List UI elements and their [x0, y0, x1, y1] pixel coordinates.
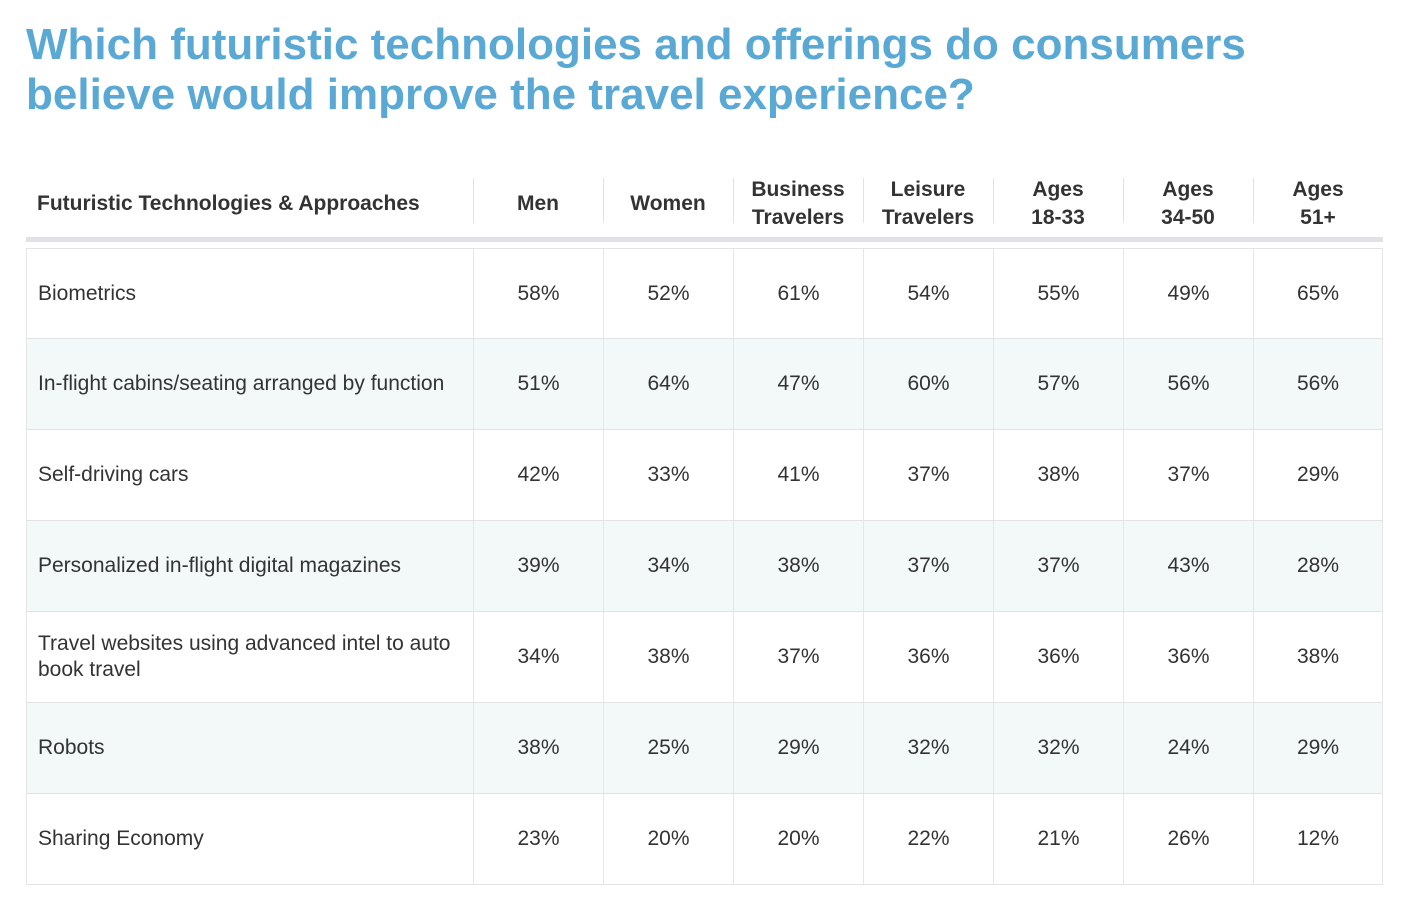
value-cell: 20% — [603, 794, 733, 885]
column-header: Ages 51+ — [1253, 166, 1383, 242]
column-header: Ages 34-50 — [1123, 166, 1253, 242]
table-grid: Futuristic Technologies & Approaches Men W… — [26, 166, 1383, 885]
value-cell: 29% — [1253, 703, 1383, 794]
column-header-text: Business Travelers — [751, 177, 845, 229]
row-label: Biometrics — [26, 248, 473, 339]
row-label: Robots — [26, 703, 473, 794]
value-cell: 65% — [1253, 248, 1383, 339]
value-cell: 28% — [1253, 521, 1383, 612]
value-cell: 26% — [1123, 794, 1253, 885]
value-cell: 64% — [603, 339, 733, 430]
value-cell: 34% — [473, 612, 603, 703]
value-cell: 38% — [993, 430, 1123, 521]
row-label: Sharing Economy — [26, 794, 473, 885]
title-line-2: believe would improve the travel experie… — [26, 70, 975, 119]
column-header-text: Men — [517, 191, 559, 215]
value-cell: 37% — [733, 612, 863, 703]
value-cell: 32% — [993, 703, 1123, 794]
value-cell: 22% — [863, 794, 993, 885]
value-cell: 38% — [473, 703, 603, 794]
column-header: Business Travelers — [733, 166, 863, 242]
row-label: In-flight cabins/seating arranged by fun… — [26, 339, 473, 430]
value-cell: 34% — [603, 521, 733, 612]
row-label: Self-driving cars — [26, 430, 473, 521]
value-cell: 57% — [993, 339, 1123, 430]
value-cell: 38% — [1253, 612, 1383, 703]
value-cell: 43% — [1123, 521, 1253, 612]
value-cell: 20% — [733, 794, 863, 885]
value-cell: 36% — [993, 612, 1123, 703]
value-cell: 56% — [1123, 339, 1253, 430]
column-header-label: Futuristic Technologies & Approaches — [26, 166, 473, 242]
value-cell: 41% — [733, 430, 863, 521]
data-table: Futuristic Technologies & Approaches Men W… — [26, 166, 1383, 885]
value-cell: 29% — [733, 703, 863, 794]
value-cell: 37% — [1123, 430, 1253, 521]
value-cell: 58% — [473, 248, 603, 339]
value-cell: 51% — [473, 339, 603, 430]
column-header-text: Ages 51+ — [1292, 177, 1344, 229]
chart-title: Which futuristic technologies and offeri… — [26, 20, 1386, 120]
value-cell: 47% — [733, 339, 863, 430]
value-cell: 55% — [993, 248, 1123, 339]
value-cell: 29% — [1253, 430, 1383, 521]
column-header-text: Ages 18-33 — [1031, 177, 1085, 229]
column-header: Men — [473, 166, 603, 242]
value-cell: 60% — [863, 339, 993, 430]
value-cell: 54% — [863, 248, 993, 339]
column-header: Leisure Travelers — [863, 166, 993, 242]
value-cell: 33% — [603, 430, 733, 521]
value-cell: 39% — [473, 521, 603, 612]
row-label: Personalized in-flight digital magazines — [26, 521, 473, 612]
value-cell: 42% — [473, 430, 603, 521]
column-header-text: Women — [630, 191, 706, 215]
value-cell: 49% — [1123, 248, 1253, 339]
column-header-text: Ages 34-50 — [1161, 177, 1215, 229]
value-cell: 36% — [1123, 612, 1253, 703]
value-cell: 56% — [1253, 339, 1383, 430]
value-cell: 12% — [1253, 794, 1383, 885]
value-cell: 52% — [603, 248, 733, 339]
value-cell: 21% — [993, 794, 1123, 885]
value-cell: 24% — [1123, 703, 1253, 794]
value-cell: 38% — [733, 521, 863, 612]
column-header: Ages 18-33 — [993, 166, 1123, 242]
column-header-text: Leisure Travelers — [881, 177, 975, 229]
value-cell: 23% — [473, 794, 603, 885]
value-cell: 37% — [863, 430, 993, 521]
value-cell: 61% — [733, 248, 863, 339]
column-header: Women — [603, 166, 733, 242]
row-label: Travel websites using advanced intel to … — [26, 612, 473, 703]
title-line-1: Which futuristic technologies and offeri… — [26, 20, 1246, 69]
column-header-text: Futuristic Technologies & Approaches — [37, 191, 420, 215]
value-cell: 36% — [863, 612, 993, 703]
value-cell: 37% — [993, 521, 1123, 612]
value-cell: 32% — [863, 703, 993, 794]
value-cell: 37% — [863, 521, 993, 612]
value-cell: 25% — [603, 703, 733, 794]
value-cell: 38% — [603, 612, 733, 703]
